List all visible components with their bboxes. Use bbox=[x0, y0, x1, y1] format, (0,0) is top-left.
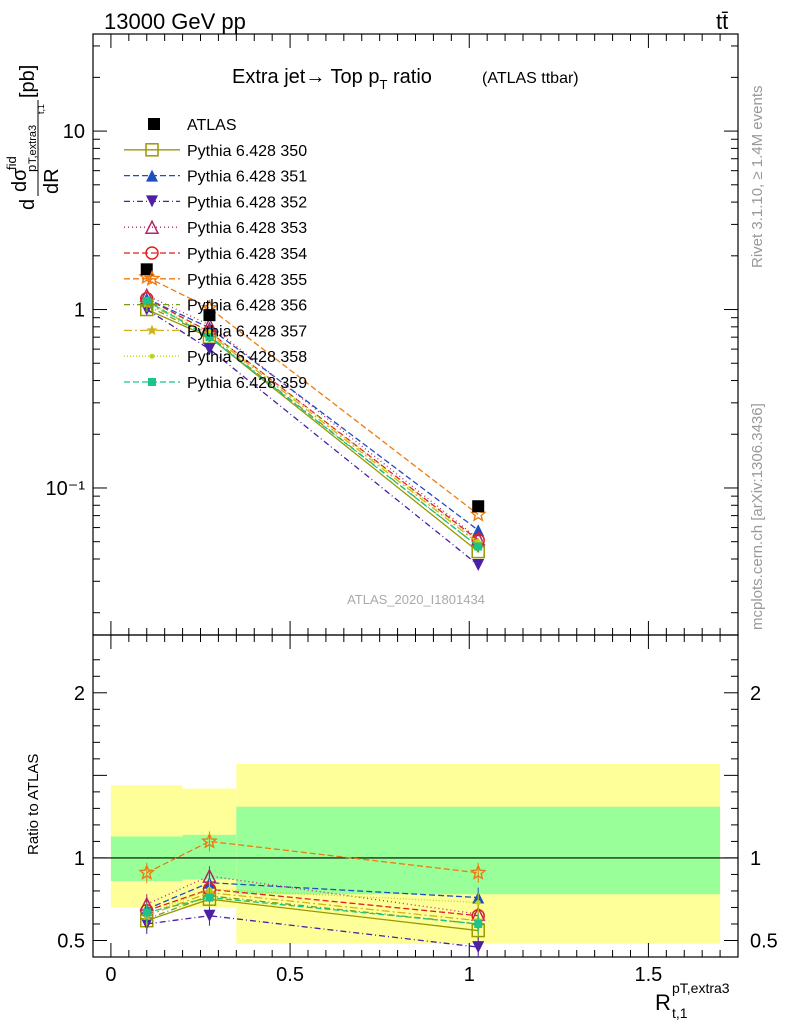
legend-label-5: Pythia 6.428 355 bbox=[187, 272, 307, 289]
x-axis-label: R pT,extra3 t,1 bbox=[655, 980, 730, 1021]
ratio-point-9 bbox=[205, 893, 214, 902]
ylabel-dsigma: dσ bbox=[9, 168, 31, 192]
ratio-point-9 bbox=[142, 908, 151, 917]
header-process: 13000 GeV pp bbox=[104, 9, 246, 34]
series-line-2 bbox=[146, 308, 479, 566]
atlas-point bbox=[203, 309, 216, 322]
analysis-watermark: ATLAS_2020_I1801434 bbox=[347, 592, 485, 607]
y-tick-label-ratio-left: 1 bbox=[74, 848, 85, 870]
legend-label-6: Pythia 6.428 356 bbox=[187, 298, 307, 315]
legend-label-atlas: ATLAS bbox=[187, 117, 237, 134]
legend-label-8: Pythia 6.428 358 bbox=[187, 349, 307, 366]
ylabel-d: d bbox=[17, 199, 39, 210]
legend: ATLAS Pythia 6.428 350 Pythia 6.428 351 Pyt… bbox=[124, 117, 307, 392]
xlabel-sub: t,1 bbox=[672, 1005, 688, 1021]
ratio-series bbox=[138, 831, 487, 958]
series-point-9 bbox=[142, 296, 151, 305]
y-tick-label-ratio-left: 0.5 bbox=[57, 930, 85, 952]
x-tick-label: 1.5 bbox=[635, 964, 663, 986]
legend-marker-atlas bbox=[148, 118, 160, 130]
series-point-5 bbox=[469, 505, 487, 522]
ylabel-dR: dR bbox=[41, 168, 63, 194]
y-tick-label-main: 10⁻¹ bbox=[46, 478, 86, 500]
legend-marker-2 bbox=[146, 195, 158, 208]
ratio-point-5 bbox=[469, 863, 487, 880]
legend-label-3: Pythia 6.428 353 bbox=[187, 220, 307, 237]
main-title-small: (ATLAS ttbar) bbox=[482, 70, 579, 87]
y-tick-label-main: 10 bbox=[63, 121, 85, 143]
legend-label-9: Pythia 6.428 359 bbox=[187, 375, 307, 392]
series-point-1 bbox=[472, 524, 485, 537]
atlas-point bbox=[472, 500, 485, 513]
legend-marker-4 bbox=[145, 246, 159, 260]
main-title-text: Extra jet→ Top p bbox=[232, 66, 379, 88]
y-tick-label-main: 1 bbox=[74, 300, 85, 322]
series-point-2 bbox=[472, 559, 485, 572]
rivet-side-text: Rivet 3.1.10, ≥ 1.4M events bbox=[749, 86, 766, 269]
ratio-point-2 bbox=[472, 941, 485, 954]
ylabel-sub: p bbox=[24, 165, 39, 172]
ratio-line-8 bbox=[146, 888, 479, 915]
series-point-9 bbox=[205, 333, 214, 342]
series-line-0 bbox=[146, 308, 479, 553]
main-title-tail: ratio bbox=[387, 66, 431, 88]
xlabel-main: R bbox=[655, 990, 671, 1015]
series-line-6 bbox=[146, 305, 479, 548]
y-axis-label-ratio: Ratio to ATLAS bbox=[25, 754, 42, 855]
ratio-line-5 bbox=[146, 840, 479, 874]
legend-label-7: Pythia 6.428 357 bbox=[187, 323, 307, 340]
legend-label-2: Pythia 6.428 352 bbox=[187, 194, 307, 211]
x-tick-label: 1 bbox=[464, 964, 475, 986]
series-line-4 bbox=[146, 298, 479, 541]
legend-marker-3 bbox=[144, 219, 160, 234]
legend-marker-6 bbox=[146, 298, 158, 311]
ylabel-unit: [pb] bbox=[17, 65, 39, 98]
main-series bbox=[138, 263, 487, 572]
y-tick-label-ratio-right: 2 bbox=[750, 683, 761, 705]
series-point-2 bbox=[203, 343, 216, 356]
legend-marker-9 bbox=[148, 378, 156, 386]
series-point-9 bbox=[474, 542, 483, 551]
main-title: Extra jet→ Top pT ratio bbox=[232, 66, 432, 92]
xlabel-sup: pT,extra3 bbox=[672, 980, 730, 996]
main-title-sub: T bbox=[379, 77, 387, 92]
ratio-point-9 bbox=[474, 919, 483, 928]
header-final-state: tt̄ bbox=[716, 9, 728, 34]
ylabel-subsub: T,extra3 bbox=[27, 125, 39, 164]
legend-marker-5 bbox=[143, 270, 161, 287]
y-tick-label-ratio-left: 2 bbox=[74, 683, 85, 705]
atlas-point bbox=[140, 263, 153, 276]
legend-label-4: Pythia 6.428 354 bbox=[187, 246, 307, 263]
series-point-8 bbox=[206, 329, 212, 335]
legend-label-0: Pythia 6.428 350 bbox=[187, 143, 307, 160]
y-axis-label-main: d dσ fid p T,extra3 t,1 dR [pb] bbox=[4, 65, 63, 210]
ratio-point-5 bbox=[201, 832, 218, 849]
legend-marker-0 bbox=[145, 143, 159, 157]
ratio-point-8 bbox=[475, 900, 481, 906]
ratio-line-2 bbox=[146, 915, 479, 948]
y-tick-label-ratio-right: 1 bbox=[750, 848, 761, 870]
legend-marker-7 bbox=[146, 324, 158, 336]
legend-marker-8 bbox=[149, 353, 155, 359]
series-line-1 bbox=[146, 298, 479, 531]
legend-marker-1 bbox=[146, 169, 158, 182]
axis-ticks: 10⁻¹ 1 10 0.5 0.5 1 1 2 2 0 0.5 1 1.5 bbox=[46, 34, 778, 986]
ratio-point-5 bbox=[138, 863, 156, 880]
ylabel-fid: fid bbox=[4, 156, 19, 170]
series-line-5 bbox=[146, 276, 479, 516]
x-tick-label: 0.5 bbox=[276, 964, 304, 986]
mcplots-side-text: mcplots.cern.ch [arXiv:1306.3436] bbox=[749, 403, 766, 630]
ratio-point-2 bbox=[203, 909, 216, 922]
y-tick-label-ratio-right: 0.5 bbox=[750, 930, 778, 952]
ylabel-subsub2: t,1 bbox=[36, 104, 46, 114]
x-tick-label: 0 bbox=[105, 964, 116, 986]
legend-label-1: Pythia 6.428 351 bbox=[187, 169, 307, 186]
